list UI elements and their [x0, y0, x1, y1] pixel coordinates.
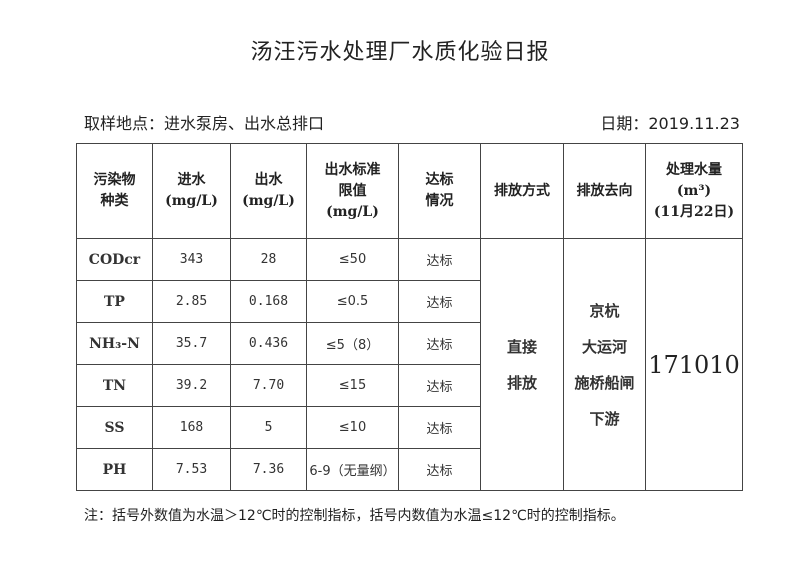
- inflow-value: 2.85: [152, 280, 231, 323]
- discharge-destination: 京杭 大运河 施桥船闸 下游: [563, 238, 646, 491]
- header-cell: 达标 情况: [398, 143, 481, 239]
- treated-volume: 171010: [645, 238, 743, 491]
- standard-limit: ≤50: [306, 238, 399, 281]
- pollutant-name: TP: [76, 280, 153, 323]
- pollutant-name: CODcr: [76, 238, 153, 281]
- standard-limit: ≤5（8）: [306, 322, 399, 365]
- report-date: 日期：2019.11.23: [600, 114, 740, 133]
- table-row: TN 39.2 7.70 ≤15 达标: [76, 364, 743, 407]
- header-cell: 污染物 种类: [76, 143, 153, 239]
- inflow-value: 7.53: [152, 448, 231, 491]
- standard-limit: ≤0.5: [306, 280, 399, 323]
- footnote: 注：括号外数值为水温＞12℃时的控制指标，括号内数值为水温≤12℃时的控制指标。: [84, 508, 625, 524]
- outflow-value: 0.436: [230, 322, 307, 365]
- inflow-value: 343: [152, 238, 231, 281]
- table-row: NH₃-N 35.7 0.436 ≤5（8） 达标: [76, 322, 743, 365]
- compliance-status: 达标: [398, 322, 481, 365]
- pollutant-name: SS: [76, 406, 153, 449]
- sampling-location: 取样地点：进水泵房、出水总排口: [84, 114, 325, 133]
- discharge-method: 直接 排放: [480, 238, 564, 491]
- compliance-status: 达标: [398, 238, 481, 281]
- header-cell: 进水 (mg/L): [152, 143, 231, 239]
- standard-limit: 6-9（无量纲）: [306, 448, 399, 491]
- table-row: TP 2.85 0.168 ≤0.5 达标: [76, 280, 743, 323]
- pollutant-name: PH: [76, 448, 153, 491]
- compliance-status: 达标: [398, 448, 481, 491]
- header-cell: 出水标准 限值 (mg/L): [306, 143, 399, 239]
- outflow-value: 7.36: [230, 448, 307, 491]
- compliance-status: 达标: [398, 280, 481, 323]
- table-row: CODcr 343 28 ≤50 达标 直接 排放 京杭 大运河 施桥船闸 下游 171010: [76, 238, 743, 491]
- report-title: 汤汪污水处理厂水质化验日报: [250, 40, 550, 65]
- inflow-value: 168: [152, 406, 231, 449]
- table-row: SS 168 5 ≤10 达标: [76, 406, 743, 449]
- header-cell: 排放方式: [480, 143, 564, 239]
- standard-limit: ≤15: [306, 364, 399, 407]
- water-quality-table: 污染物 种类 进水 (mg/L) 出水 (mg/L) 出水标准 限值 (mg/L) 达标 情况 排放方…: [76, 143, 743, 491]
- inflow-value: 35.7: [152, 322, 231, 365]
- outflow-value: 5: [230, 406, 307, 449]
- outflow-value: 0.168: [230, 280, 307, 323]
- outflow-value: 7.70: [230, 364, 307, 407]
- pollutant-name: TN: [76, 364, 153, 407]
- table-row: PH 7.53 7.36 6-9（无量纲） 达标: [76, 448, 743, 491]
- header-cell: 出水 (mg/L): [230, 143, 307, 239]
- header-cell: 排放去向: [563, 143, 646, 239]
- outflow-value: 28: [230, 238, 307, 281]
- inflow-value: 39.2: [152, 364, 231, 407]
- pollutant-name: NH₃-N: [76, 322, 153, 365]
- compliance-status: 达标: [398, 406, 481, 449]
- header-cell: 处理水量 (m³) (11月22日): [645, 143, 743, 239]
- standard-limit: ≤10: [306, 406, 399, 449]
- compliance-status: 达标: [398, 364, 481, 407]
